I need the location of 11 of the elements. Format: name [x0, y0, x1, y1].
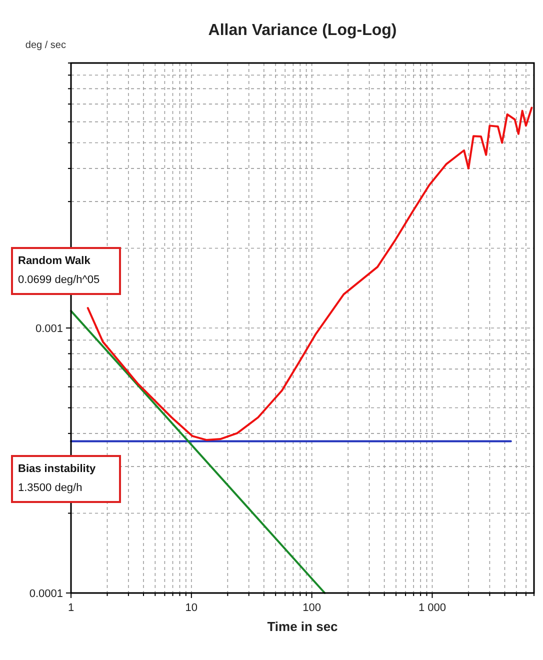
y-axis-title: deg / sec — [25, 40, 66, 51]
chart-title: Allan Variance (Log-Log) — [208, 22, 397, 39]
y-tick-label: 0.001 — [35, 323, 63, 335]
x-tick-label: 100 — [302, 602, 322, 614]
annotation: Bias instability 1.3500 deg/h — [18, 463, 97, 494]
x-tick-label: 10 — [185, 602, 198, 614]
x-tick-label: 1 000 — [418, 602, 446, 614]
annotation: Random Walk 0.0699 deg/h^05 — [18, 255, 100, 286]
x-axis-title: Time in sec — [267, 619, 338, 634]
x-tick-label: 1 — [68, 602, 74, 614]
y-tick-label: 0.0001 — [29, 588, 63, 600]
